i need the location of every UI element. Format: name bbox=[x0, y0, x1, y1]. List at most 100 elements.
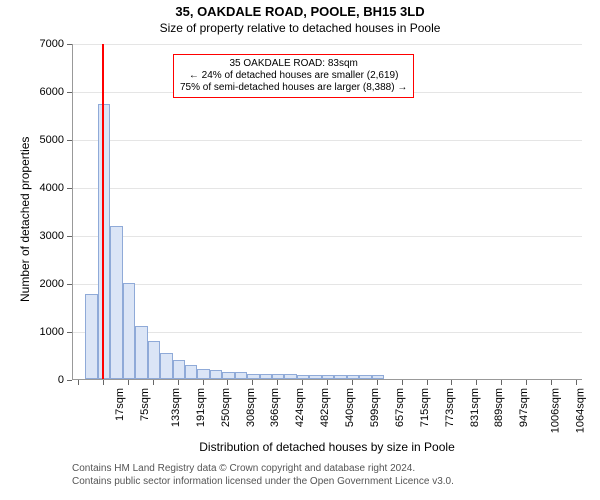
ytick-mark bbox=[67, 380, 72, 381]
ytick-label: 5000 bbox=[40, 134, 64, 146]
ytick-mark bbox=[67, 188, 72, 189]
xtick-mark bbox=[153, 380, 154, 385]
histogram-bar bbox=[372, 375, 384, 379]
xtick-mark bbox=[476, 380, 477, 385]
histogram-bar bbox=[197, 369, 209, 379]
histogram-bar bbox=[260, 374, 272, 379]
xtick-label: 773sqm bbox=[444, 388, 456, 427]
ytick-mark bbox=[67, 140, 72, 141]
xtick-mark bbox=[227, 380, 228, 385]
annotation-line: 35 OAKDALE ROAD: 83sqm bbox=[180, 58, 407, 70]
footer-attribution: Contains HM Land Registry data © Crown c… bbox=[72, 462, 454, 488]
histogram-bar bbox=[359, 375, 371, 379]
histogram-bar bbox=[272, 374, 284, 379]
histogram-bar bbox=[173, 360, 185, 379]
histogram-bar bbox=[110, 226, 122, 379]
histogram-bar bbox=[347, 375, 359, 379]
xtick-mark bbox=[352, 380, 353, 385]
xtick-label: 1006sqm bbox=[549, 388, 561, 433]
chart-title: 35, OAKDALE ROAD, POOLE, BH15 3LD bbox=[0, 0, 600, 19]
xtick-label: 715sqm bbox=[419, 388, 431, 427]
ytick-label: 3000 bbox=[40, 230, 64, 242]
xtick-mark bbox=[402, 380, 403, 385]
xtick-label: 17sqm bbox=[114, 388, 126, 421]
xtick-mark bbox=[526, 380, 527, 385]
xtick-mark bbox=[277, 380, 278, 385]
xtick-label: 366sqm bbox=[270, 388, 282, 427]
xtick-label: 657sqm bbox=[394, 388, 406, 427]
chart-subtitle: Size of property relative to detached ho… bbox=[0, 19, 600, 35]
histogram-bar bbox=[210, 370, 222, 379]
xtick-mark bbox=[128, 380, 129, 385]
ytick-label: 2000 bbox=[40, 278, 64, 290]
histogram-chart: 35, OAKDALE ROAD, POOLE, BH15 3LD Size o… bbox=[0, 0, 600, 500]
footer-line: Contains HM Land Registry data © Crown c… bbox=[72, 462, 454, 475]
xtick-label: 424sqm bbox=[295, 388, 307, 427]
annotation-line: ← 24% of detached houses are smaller (2,… bbox=[180, 70, 407, 82]
histogram-bar bbox=[85, 294, 97, 379]
xtick-mark bbox=[576, 380, 577, 385]
histogram-bar bbox=[334, 375, 346, 379]
gridline bbox=[73, 188, 582, 189]
xtick-label: 540sqm bbox=[344, 388, 356, 427]
xtick-label: 831sqm bbox=[469, 388, 481, 427]
ytick-label: 4000 bbox=[40, 182, 64, 194]
xtick-mark bbox=[78, 380, 79, 385]
ytick-label: 6000 bbox=[40, 86, 64, 98]
xtick-label: 947sqm bbox=[518, 388, 530, 427]
histogram-bar bbox=[160, 353, 172, 379]
xtick-mark bbox=[427, 380, 428, 385]
xtick-mark bbox=[551, 380, 552, 385]
y-axis-label: Number of detached properties bbox=[18, 137, 32, 302]
histogram-bar bbox=[185, 365, 197, 379]
ytick-mark bbox=[67, 332, 72, 333]
gridline bbox=[73, 332, 582, 333]
annotation-line: 75% of semi-detached houses are larger (… bbox=[180, 82, 407, 94]
xtick-label: 889sqm bbox=[494, 388, 506, 427]
ytick-label: 0 bbox=[58, 374, 64, 386]
histogram-bar bbox=[135, 326, 147, 379]
gridline bbox=[73, 140, 582, 141]
xtick-label: 482sqm bbox=[319, 388, 331, 427]
xtick-label: 75sqm bbox=[139, 388, 151, 421]
histogram-bar bbox=[322, 375, 334, 379]
ytick-label: 1000 bbox=[40, 326, 64, 338]
gridline bbox=[73, 44, 582, 45]
plot-area: 35 OAKDALE ROAD: 83sqm← 24% of detached … bbox=[72, 44, 582, 380]
histogram-bar bbox=[247, 374, 259, 379]
xtick-label: 599sqm bbox=[369, 388, 381, 427]
histogram-bar bbox=[98, 104, 110, 379]
property-marker-line bbox=[102, 44, 104, 379]
xtick-label: 250sqm bbox=[220, 388, 232, 427]
footer-line: Contains public sector information licen… bbox=[72, 475, 454, 488]
histogram-bar bbox=[148, 341, 160, 379]
xtick-mark bbox=[501, 380, 502, 385]
histogram-bar bbox=[309, 375, 321, 379]
ytick-mark bbox=[67, 236, 72, 237]
histogram-bar bbox=[297, 375, 309, 379]
xtick-mark bbox=[302, 380, 303, 385]
xtick-label: 191sqm bbox=[195, 388, 207, 427]
x-axis-label: Distribution of detached houses by size … bbox=[72, 440, 582, 454]
ytick-mark bbox=[67, 284, 72, 285]
xtick-mark bbox=[103, 380, 104, 385]
xtick-label: 308sqm bbox=[245, 388, 257, 427]
xtick-label: 133sqm bbox=[170, 388, 182, 427]
ytick-mark bbox=[67, 44, 72, 45]
xtick-mark bbox=[252, 380, 253, 385]
xtick-mark bbox=[203, 380, 204, 385]
xtick-mark bbox=[178, 380, 179, 385]
xtick-mark bbox=[451, 380, 452, 385]
ytick-label: 7000 bbox=[40, 38, 64, 50]
gridline bbox=[73, 284, 582, 285]
histogram-bar bbox=[284, 374, 296, 379]
histogram-bar bbox=[123, 283, 135, 379]
histogram-bar bbox=[235, 372, 247, 379]
annotation-box: 35 OAKDALE ROAD: 83sqm← 24% of detached … bbox=[173, 54, 414, 98]
histogram-bar bbox=[222, 372, 234, 379]
ytick-mark bbox=[67, 92, 72, 93]
xtick-mark bbox=[327, 380, 328, 385]
xtick-label: 1064sqm bbox=[574, 388, 586, 433]
gridline bbox=[73, 236, 582, 237]
xtick-mark bbox=[377, 380, 378, 385]
